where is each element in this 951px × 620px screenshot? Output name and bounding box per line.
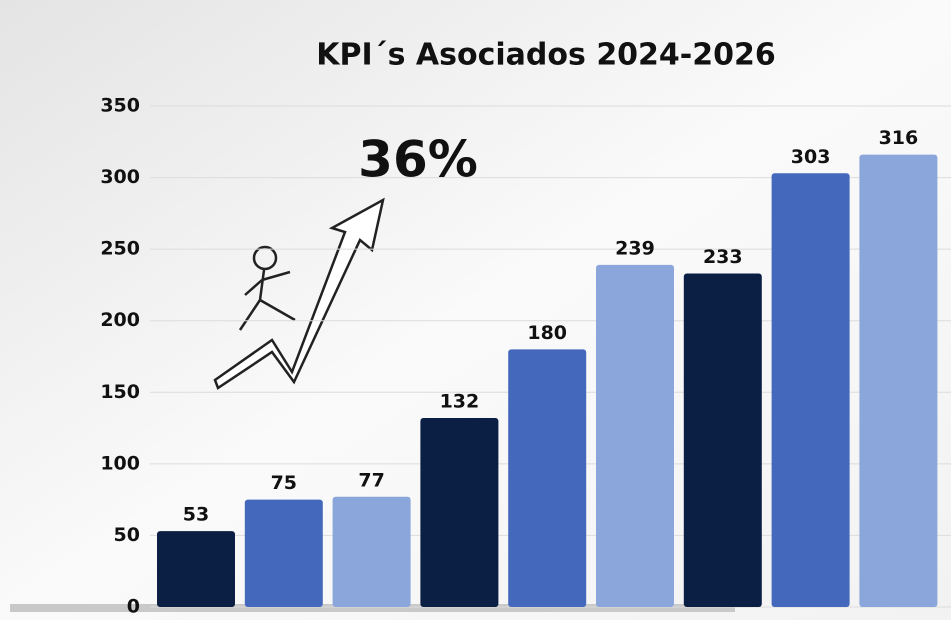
bar xyxy=(420,418,499,607)
annotation: 36% xyxy=(358,131,478,189)
value-label: 132 xyxy=(440,391,480,413)
bottom-bar xyxy=(10,604,735,612)
y-tick-label: 200 xyxy=(100,309,140,331)
y-tick-label: 350 xyxy=(100,95,140,117)
value-label: 303 xyxy=(791,146,831,168)
value-label: 180 xyxy=(527,322,567,344)
bar xyxy=(508,349,587,607)
bar xyxy=(771,173,850,607)
y-tick-label: 300 xyxy=(100,166,140,188)
chart-title: KPI´s Asociados 2024-2026 xyxy=(316,38,776,73)
y-tick-label: 50 xyxy=(114,524,140,546)
value-label: 77 xyxy=(358,469,384,491)
arrow-figure xyxy=(213,197,385,390)
bar xyxy=(596,264,674,607)
value-label: 239 xyxy=(615,237,655,259)
value-label: 75 xyxy=(271,472,297,494)
bar xyxy=(244,499,323,607)
bar xyxy=(332,496,411,607)
value-label: 233 xyxy=(703,246,743,268)
value-label: 53 xyxy=(183,504,209,526)
value-label: 316 xyxy=(879,127,919,149)
y-tick-label: 100 xyxy=(100,452,140,474)
bar xyxy=(157,531,235,607)
bar xyxy=(859,154,938,607)
y-tick-label: 150 xyxy=(100,381,140,403)
bar xyxy=(683,273,762,607)
y-tick-label: 0 xyxy=(127,596,140,618)
y-tick-label: 250 xyxy=(100,238,140,260)
